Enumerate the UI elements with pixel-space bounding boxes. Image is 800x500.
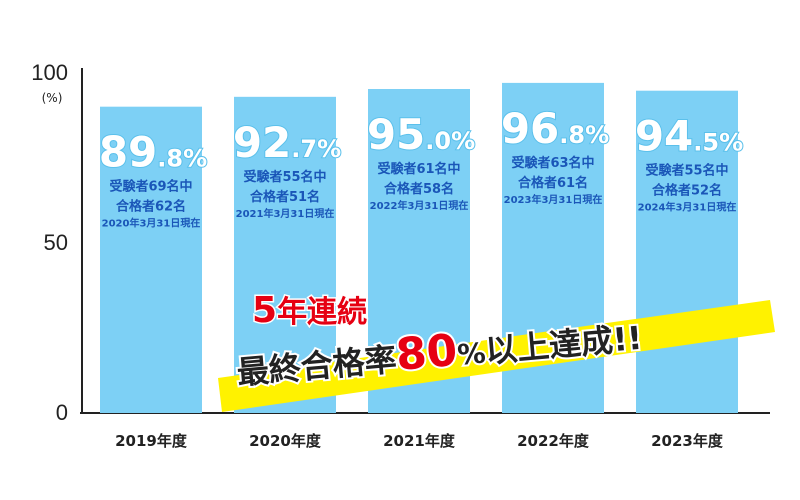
bar [234, 96, 336, 413]
bar-percent-label: 89.8% [99, 128, 207, 177]
percent-decimal: .0% [425, 127, 475, 155]
y-tick-label: 100 [31, 60, 68, 85]
bar-passed-label: 合格者58名 [384, 181, 454, 197]
banner-highlight [218, 300, 775, 412]
bar-labels-layer: 2019年度89.8%受験者69名中合格者62名2020年3月31日現在2020… [98, 103, 744, 450]
banner-line1: 5年連続 [252, 290, 367, 331]
percent-decimal: .5% [693, 129, 743, 157]
bar-percent-label: 92.7% [233, 118, 341, 167]
x-tick-label: 2023年度 [651, 432, 724, 450]
x-tick-label: 2022年度 [517, 432, 590, 450]
percent-decimal: .8% [559, 121, 609, 149]
banner-rate-percent: % [456, 336, 487, 371]
y-unit-label: (%) [42, 91, 63, 105]
bar-examinees-label: 受験者55名中 [243, 169, 326, 185]
bar-date-label: 2020年3月31日現在 [102, 217, 201, 230]
percent-integer: 89 [99, 128, 157, 177]
bar-percent-label: 94.5% [635, 112, 743, 161]
bar-percent-label: 96.8% [501, 104, 609, 153]
x-tick-label: 2020年度 [249, 432, 322, 450]
percent-integer: 96 [501, 104, 559, 153]
x-tick-label: 2021年度 [383, 432, 456, 450]
bar [636, 90, 738, 413]
percent-decimal: .8% [157, 145, 207, 173]
bar-examinees-label: 受験者69名中 [109, 179, 192, 195]
bar-passed-label: 合格者52名 [652, 183, 722, 199]
bar-passed-label: 合格者61名 [518, 175, 588, 191]
bar-passed-label: 合格者62名 [116, 199, 186, 215]
percent-integer: 94 [635, 112, 693, 161]
bar-date-label: 2022年3月31日現在 [370, 199, 469, 212]
bar-passed-label: 合格者51名 [250, 189, 320, 205]
bars-layer [100, 82, 738, 414]
achievement-banner: 5年連続 最終合格率80%以上達成!! [218, 289, 775, 412]
bar-date-label: 2024年3月31日現在 [638, 201, 737, 214]
bar-examinees-label: 受験者63名中 [511, 155, 594, 171]
banner-years-text: 年連続 [277, 295, 367, 330]
bar-percent-label: 95.0% [367, 110, 475, 159]
y-tick-label: 0 [56, 400, 68, 425]
bar-date-label: 2023年3月31日現在 [504, 193, 603, 206]
banner-rate-number: 80 [394, 325, 459, 381]
bar-examinees-label: 受験者61名中 [377, 161, 460, 177]
x-tick-label: 2019年度 [115, 432, 188, 450]
y-tick-label: 50 [44, 230, 68, 255]
percent-decimal: .7% [291, 135, 341, 163]
bar-examinees-label: 受験者55名中 [645, 163, 728, 179]
bar-date-label: 2021年3月31日現在 [236, 207, 335, 220]
banner-years-number: 5 [252, 290, 277, 331]
bar [100, 106, 202, 414]
percent-integer: 95 [367, 110, 425, 159]
percent-integer: 92 [233, 118, 291, 167]
